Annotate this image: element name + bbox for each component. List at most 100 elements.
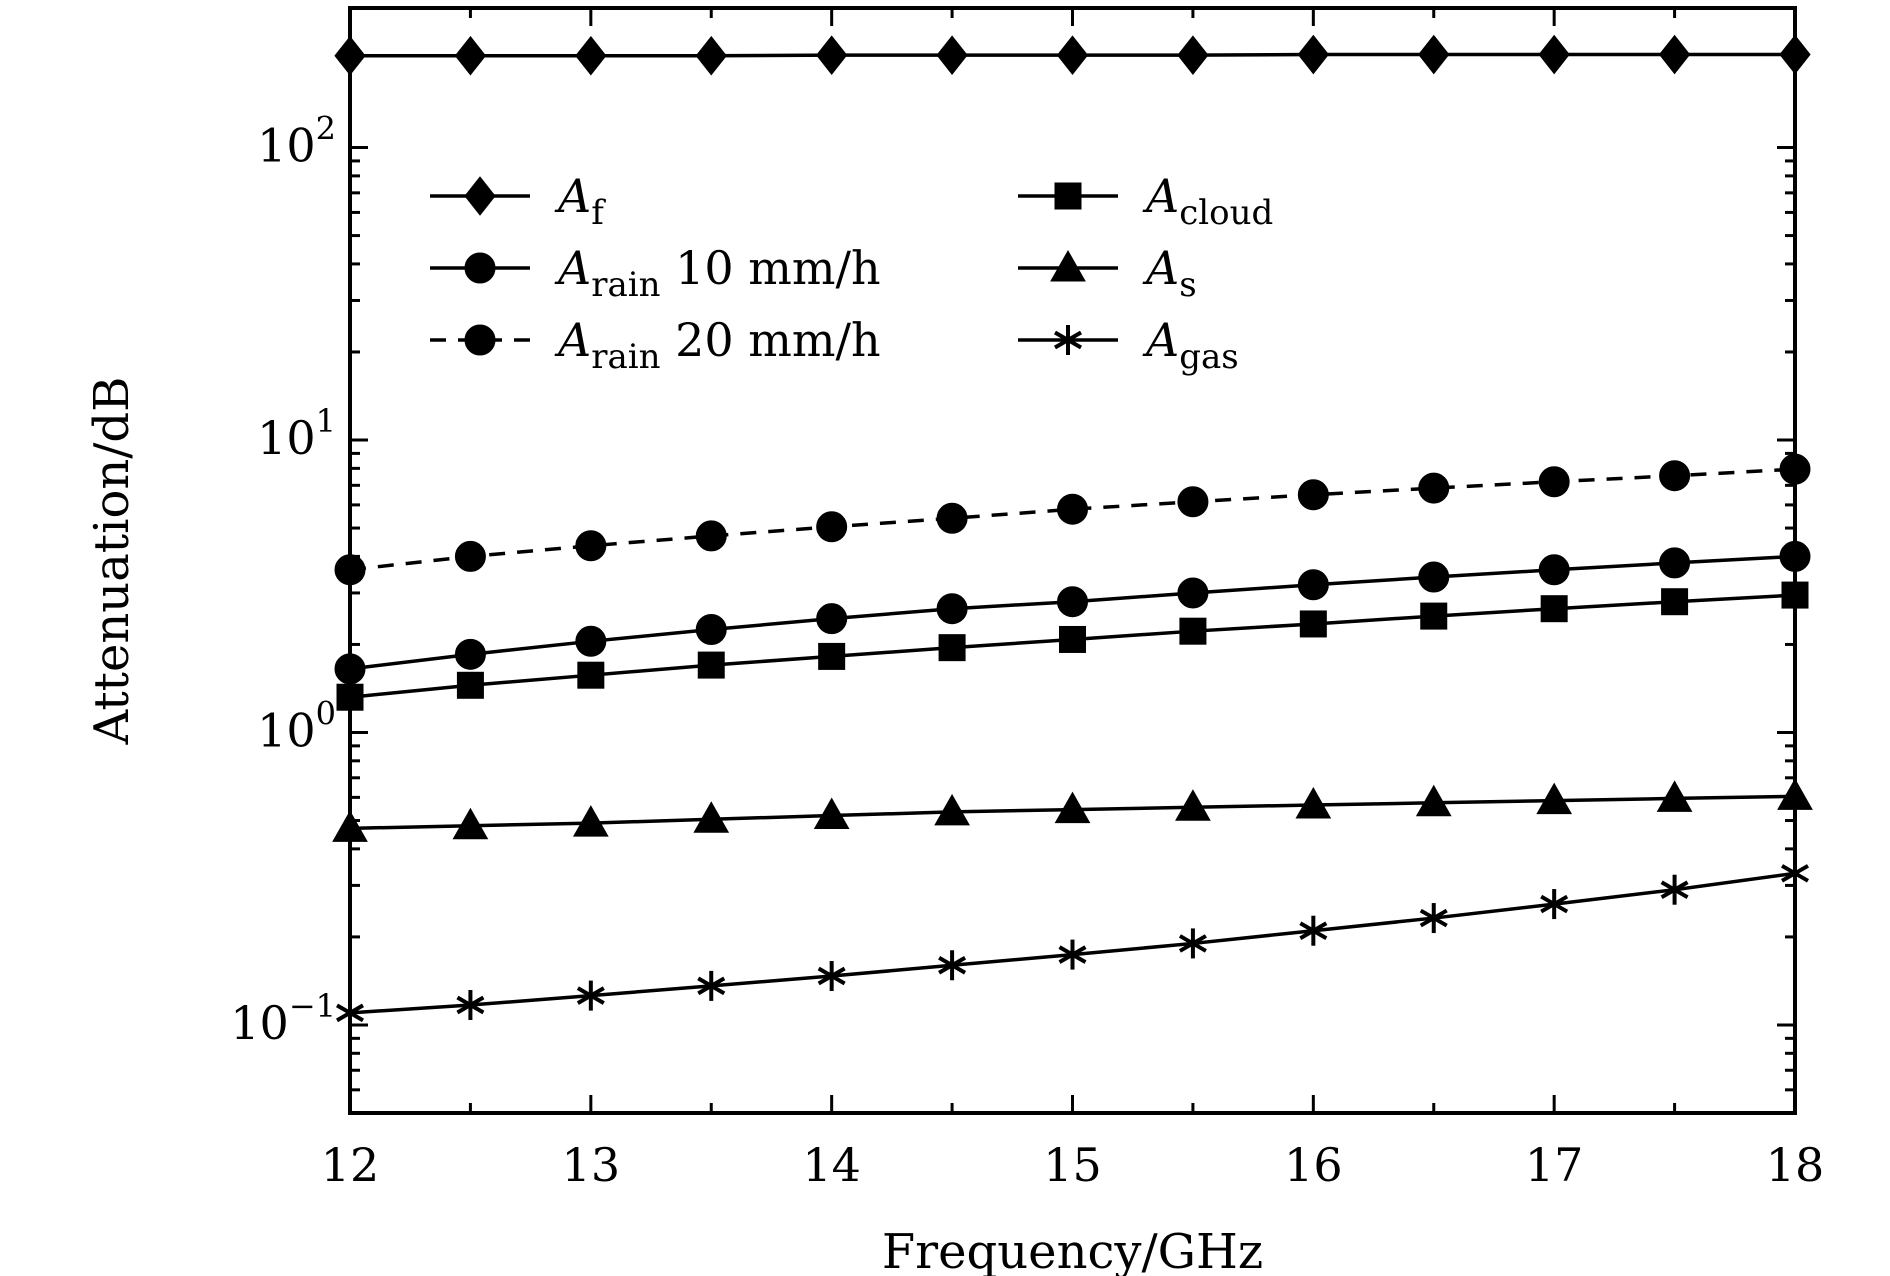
y-tick-label: 102 xyxy=(257,110,336,173)
data-point xyxy=(697,651,725,679)
legend-entry: Agas xyxy=(1018,313,1239,377)
series-0 xyxy=(334,34,1811,76)
diamond-marker xyxy=(464,176,496,216)
data-point xyxy=(1057,586,1088,618)
legend-label: Arain 10 mm/h xyxy=(554,241,881,305)
y-tick-label: 101 xyxy=(257,402,336,465)
data-point xyxy=(1177,577,1209,609)
data-point xyxy=(1419,903,1448,934)
legend-label-base: A xyxy=(554,313,591,367)
legend-label: Agas xyxy=(1142,313,1239,377)
y-tick-exponent: 0 xyxy=(316,694,336,732)
data-point xyxy=(695,35,727,76)
asterisk-stroke xyxy=(938,956,967,975)
asterisk-stroke xyxy=(697,976,726,996)
y-tick-base: 10 xyxy=(257,411,316,465)
data-point xyxy=(1297,479,1329,511)
data-point xyxy=(1177,35,1209,75)
data-point xyxy=(1418,561,1450,593)
data-point xyxy=(577,661,605,689)
x-tick-label: 18 xyxy=(1766,1138,1825,1192)
data-point xyxy=(452,807,489,840)
y-tick-label: 100 xyxy=(257,694,336,757)
data-point xyxy=(695,520,727,552)
asterisk-stroke xyxy=(1660,880,1689,899)
data-point xyxy=(575,625,607,657)
legend-label-base: A xyxy=(1142,313,1179,367)
data-point xyxy=(1659,547,1691,579)
series-5 xyxy=(336,858,1809,1028)
data-point xyxy=(1056,35,1089,75)
data-point xyxy=(1660,874,1689,905)
data-point xyxy=(1054,791,1091,824)
data-point xyxy=(1177,486,1209,518)
legend-label-base: A xyxy=(1142,169,1179,223)
data-point xyxy=(1418,472,1450,504)
data-point xyxy=(1299,915,1328,946)
data-point xyxy=(1179,617,1207,645)
data-point xyxy=(575,35,607,76)
data-point xyxy=(575,530,607,562)
circle-marker xyxy=(464,324,496,356)
asterisk-stroke xyxy=(1054,330,1082,350)
asterisk-stroke xyxy=(1178,934,1207,953)
legend-label-subscript: rain xyxy=(591,265,660,305)
y-axis-label: Attenuation/dB xyxy=(84,377,140,746)
data-point xyxy=(1057,493,1088,525)
data-point xyxy=(934,793,970,826)
x-tick-label: 13 xyxy=(562,1138,621,1192)
series-2 xyxy=(334,453,1811,586)
data-point xyxy=(816,35,848,75)
data-point xyxy=(456,671,484,699)
legend-entry: Acloud xyxy=(1018,169,1273,233)
legend-label-suffix: 20 mm/h xyxy=(661,313,881,367)
y-tick-base: 10 xyxy=(257,703,316,757)
data-point xyxy=(1297,569,1329,601)
series-3 xyxy=(336,581,1809,711)
legend-label: Acloud xyxy=(1142,169,1273,233)
legend-label: Arain 20 mm/h xyxy=(554,313,881,377)
legend-label: As xyxy=(1142,241,1197,305)
legend-label-subscript: gas xyxy=(1179,337,1238,377)
legend-label-base: A xyxy=(554,241,591,295)
data-point xyxy=(1420,602,1448,630)
legend-label-subscript: f xyxy=(591,193,606,233)
data-point xyxy=(1178,928,1207,959)
data-point xyxy=(817,961,846,992)
square-marker xyxy=(1054,182,1082,210)
asterisk-marker xyxy=(1054,325,1082,355)
data-point xyxy=(1661,588,1689,616)
data-point xyxy=(1540,595,1568,623)
legend-entry: Arain 20 mm/h xyxy=(430,313,881,377)
asterisk-stroke xyxy=(576,986,605,1005)
data-point xyxy=(697,970,726,1001)
data-point xyxy=(936,502,968,534)
plot-frame xyxy=(348,6,1797,1115)
data-point xyxy=(1538,466,1570,498)
series-1 xyxy=(334,540,1811,685)
data-point xyxy=(1059,625,1086,653)
data-point xyxy=(1415,784,1452,817)
asterisk-stroke xyxy=(817,966,846,986)
data-point xyxy=(1540,889,1569,920)
data-point xyxy=(1058,939,1087,970)
data-point xyxy=(572,805,609,837)
asterisk-stroke xyxy=(456,995,485,1015)
circle-marker xyxy=(464,252,496,284)
legend-entry: Arain 10 mm/h xyxy=(430,241,881,305)
data-point xyxy=(695,613,727,645)
data-point xyxy=(1536,782,1573,815)
y-tick-base: 10 xyxy=(257,119,316,173)
data-point xyxy=(456,990,485,1021)
data-point xyxy=(816,511,848,543)
data-point xyxy=(1299,610,1327,638)
x-tick-label: 12 xyxy=(321,1138,380,1192)
x-tick-label: 17 xyxy=(1525,1138,1584,1192)
data-point xyxy=(454,540,486,572)
y-tick-exponent: 2 xyxy=(316,110,336,148)
data-point xyxy=(1538,554,1570,586)
data-point xyxy=(454,638,486,670)
x-tick-label: 16 xyxy=(1284,1138,1343,1192)
